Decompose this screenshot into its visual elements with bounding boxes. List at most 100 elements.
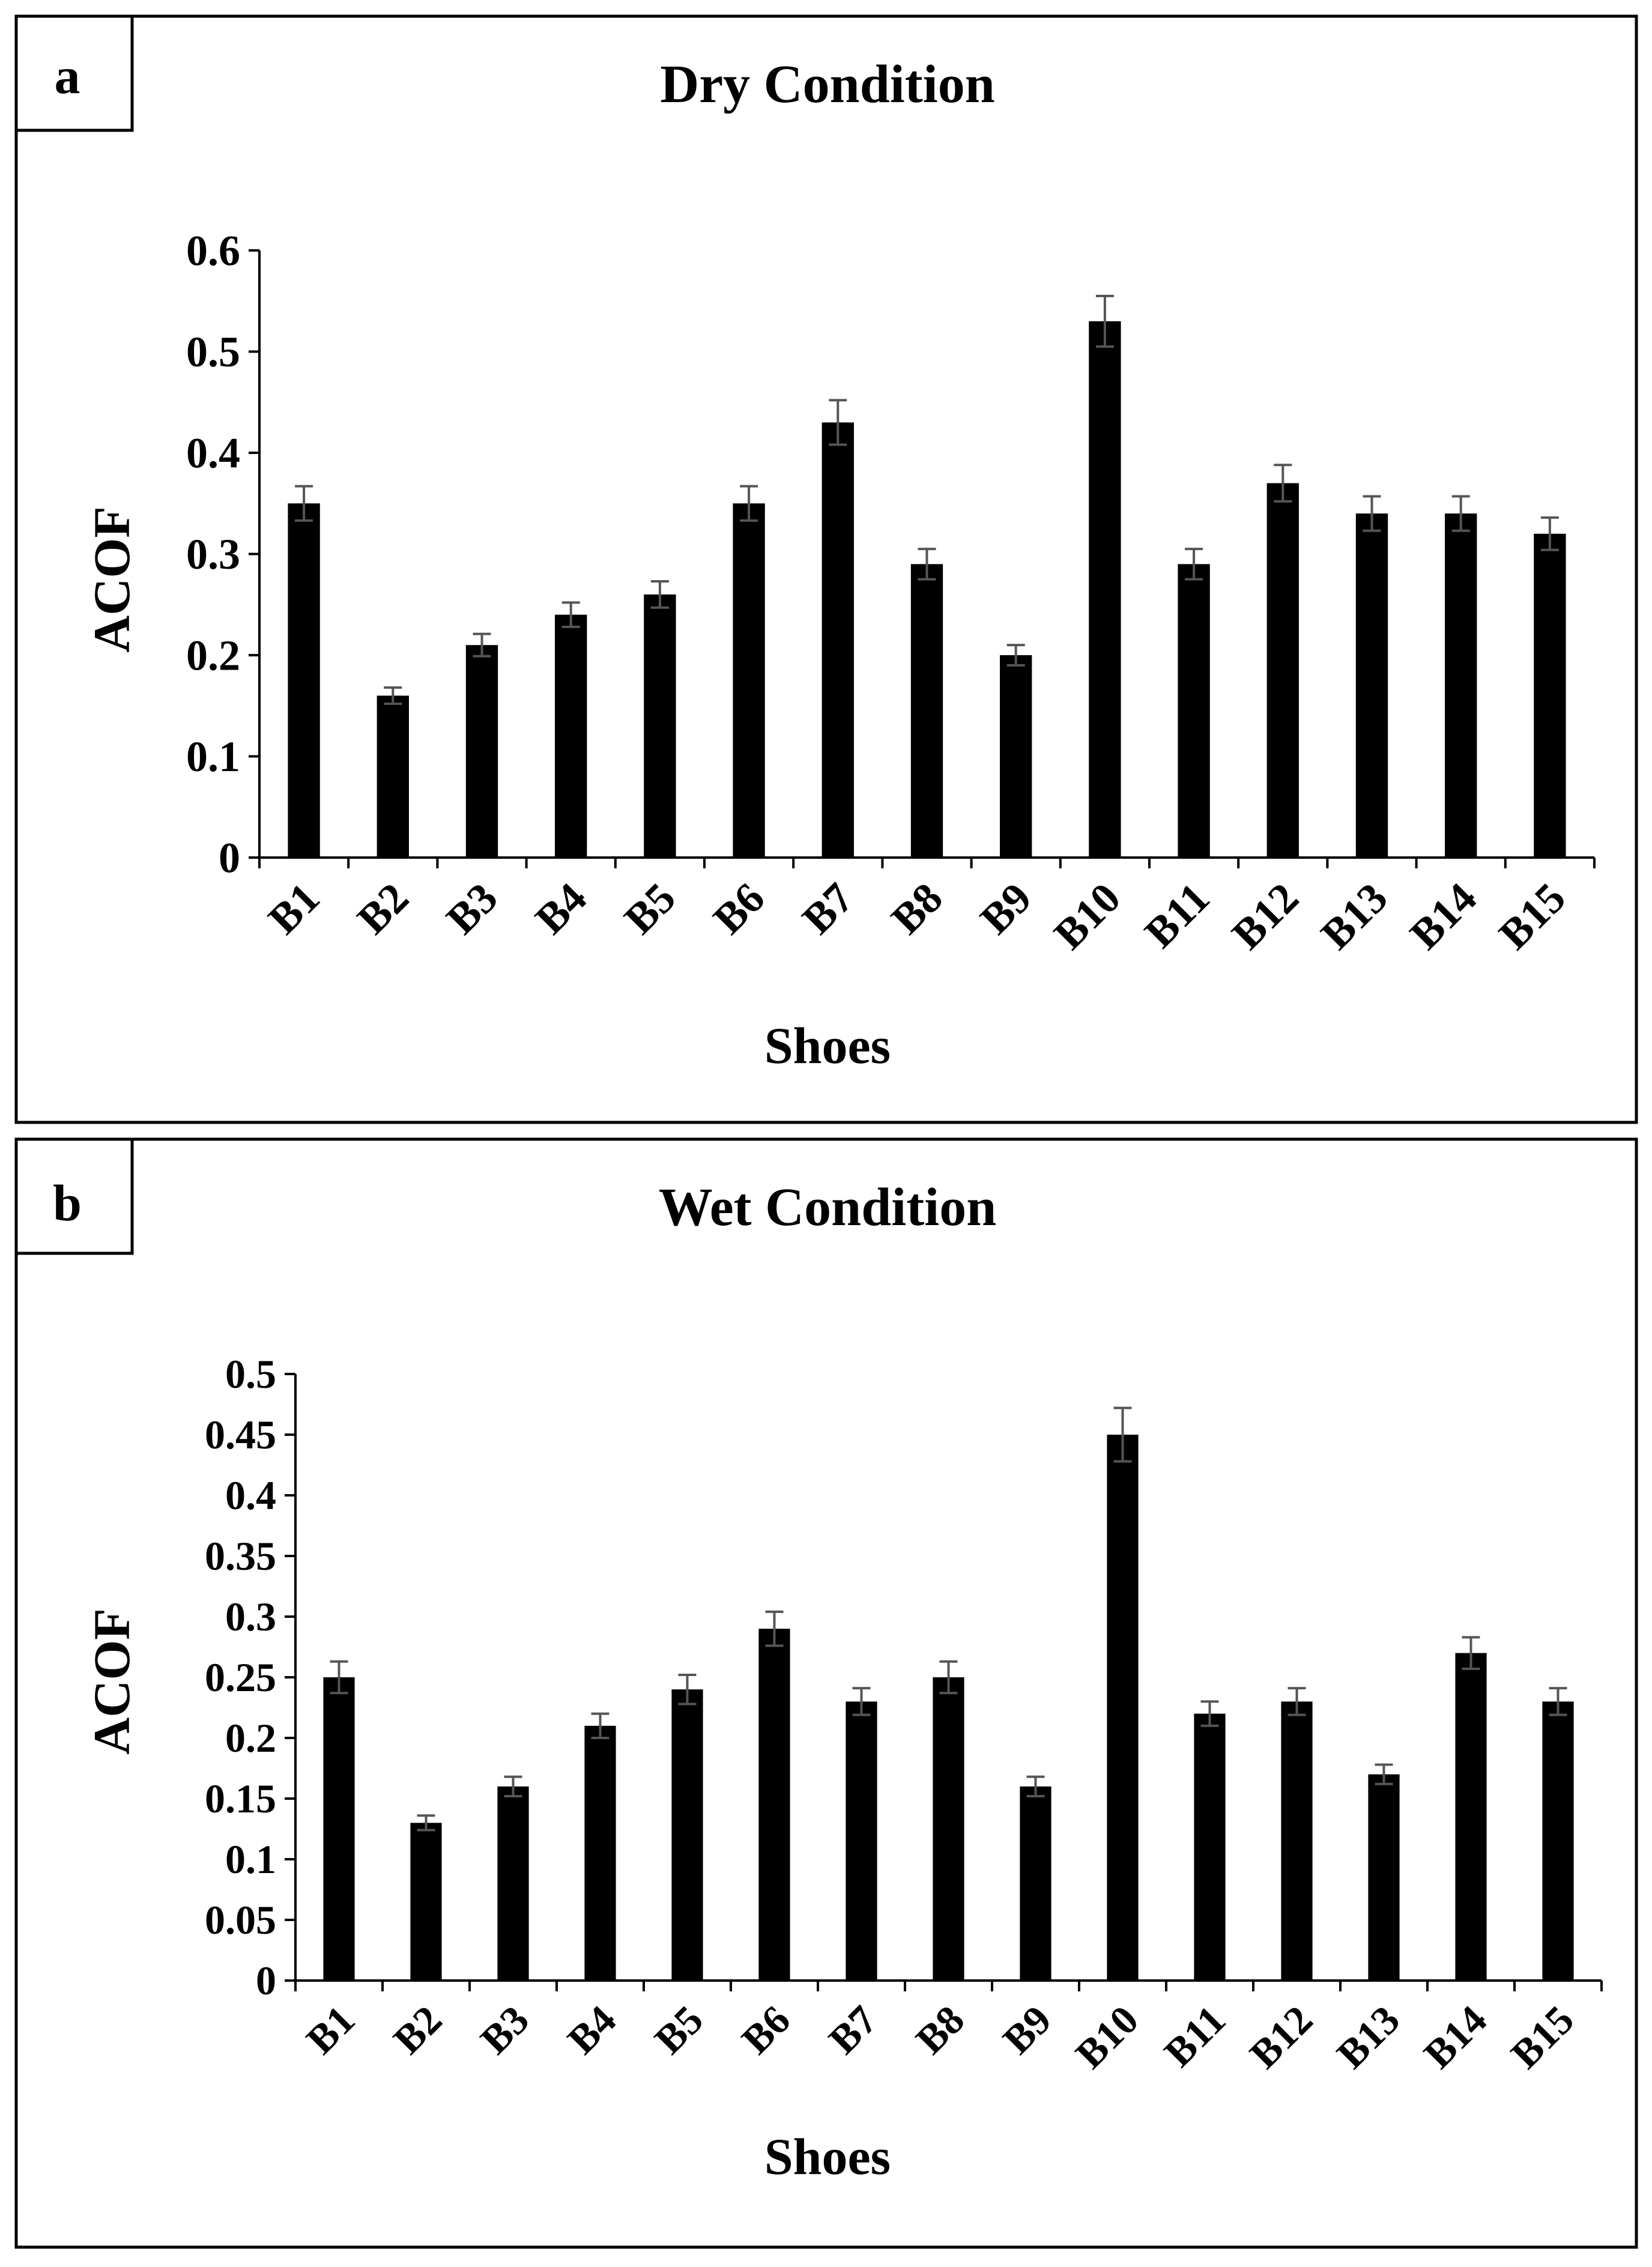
plot-area: 0 0.05 0.1 0.15 0.2 0.25 0.3 0.35 0.4 0.45 0.5 B1 B2…	[205, 1351, 1603, 2077]
bar-B9	[1020, 1786, 1051, 1981]
bar-B5	[671, 1689, 703, 1981]
bar-B1	[288, 503, 320, 858]
error-bar-B7	[852, 1687, 871, 1716]
bar-B1	[323, 1677, 355, 1981]
x-tick-label: B2	[384, 1997, 450, 2063]
bar-B6	[758, 1629, 790, 1981]
bar-B4	[584, 1725, 616, 1981]
y-tick-label: 0.2	[225, 1715, 276, 1761]
plot-area: 0 0.1 0.2 0.3 0.4 0.5 0.6 B1 B2 B3 B4 B5 B6 B7 B8 B9 B10…	[186, 226, 1596, 958]
bar-B14	[1455, 1653, 1487, 1981]
y-tick-label: 0.45	[205, 1412, 276, 1457]
error-bar-B10	[1095, 294, 1114, 348]
panel-label: b	[53, 1174, 82, 1232]
error-bar-B6	[765, 1610, 784, 1647]
chart-title: Wet Condition	[659, 1178, 997, 1237]
x-tick-label: B12	[1241, 1997, 1321, 2077]
panel-frame	[14, 14, 1638, 1124]
panel-label: a	[55, 47, 80, 104]
x-tick-label: B9	[994, 1997, 1060, 2063]
bar-B6	[733, 503, 765, 858]
y-tick-label: 0.1	[186, 733, 240, 781]
x-tick-label: B5	[615, 874, 685, 943]
x-tick-label: B5	[646, 1997, 712, 2063]
y-tick-label: 0.25	[205, 1654, 276, 1700]
y-tick-label: 0.15	[205, 1776, 276, 1821]
x-tick-label: B6	[704, 874, 773, 943]
bar-B9	[1000, 655, 1032, 858]
error-bar-B2	[384, 686, 402, 705]
bar-B13	[1368, 1774, 1400, 1981]
y-tick-label: 0.5	[225, 1351, 276, 1397]
error-bar-B14	[1451, 495, 1470, 532]
x-tick-label: B2	[348, 874, 418, 943]
x-tick-label: B15	[1502, 1997, 1582, 2077]
bar-B3	[465, 645, 498, 858]
chart-title: Dry Condition	[660, 55, 995, 114]
x-tick-label: B1	[259, 874, 328, 943]
error-bar-B9	[1006, 644, 1025, 667]
error-bar-B13	[1375, 1763, 1393, 1785]
panel-wet: b Wet Condition Shoes ACOF 00.050.10.150…	[14, 1137, 1638, 2249]
x-tick-label: B13	[1312, 874, 1396, 958]
bar-B14	[1445, 513, 1477, 858]
x-tick-label: B11	[1155, 1997, 1234, 2075]
y-tick-label: 0.3	[186, 530, 240, 578]
error-bar-B14	[1462, 1636, 1480, 1670]
error-bar-B15	[1549, 1687, 1567, 1716]
bar-B3	[497, 1786, 529, 1981]
x-tick-label: B14	[1415, 1997, 1495, 2077]
bar-B12	[1266, 483, 1299, 858]
y-tick-label: 0.35	[205, 1533, 276, 1579]
x-tick-label: B15	[1490, 874, 1575, 958]
y-tick-label: 0.05	[205, 1897, 276, 1943]
error-bar-B5	[678, 1673, 697, 1706]
error-bar-B7	[829, 399, 847, 446]
error-bar-B2	[417, 1814, 435, 1832]
error-bar-B1	[295, 485, 313, 522]
bar-B4	[555, 614, 587, 858]
x-axis-label: Shoes	[764, 2128, 891, 2185]
x-tick-label: B3	[437, 874, 507, 943]
error-bar-B10	[1113, 1406, 1132, 1463]
error-bar-B12	[1274, 464, 1292, 503]
error-bar-B8	[918, 548, 936, 581]
x-tick-label: B14	[1401, 874, 1486, 958]
bar-B15	[1542, 1701, 1574, 1981]
x-tick-label: B3	[471, 1997, 537, 2063]
bar-B11	[1194, 1713, 1226, 1981]
x-tick-label: B8	[907, 1997, 973, 2063]
x-tick-label: B11	[1136, 874, 1219, 957]
error-bar-B3	[473, 632, 491, 658]
x-tick-label: B8	[882, 874, 952, 943]
bar-B10	[1107, 1435, 1139, 1981]
x-tick-label: B10	[1067, 1997, 1147, 2077]
x-tick-label: B4	[526, 874, 596, 943]
error-bar-B12	[1287, 1687, 1306, 1716]
y-tick-label: 0.2	[186, 631, 240, 679]
bar-B8	[910, 564, 943, 858]
bar-B13	[1355, 513, 1388, 858]
panel-dry: a Dry Condition Shoes ACOF 0 0.1 0.2 0.3 0.4…	[14, 14, 1638, 1124]
error-bar-B6	[740, 485, 758, 522]
x-tick-label: B7	[820, 1997, 886, 2063]
error-bar-B4	[591, 1712, 610, 1739]
y-axis-label: ACOF	[83, 506, 141, 653]
y-tick-label: 0.4	[225, 1472, 276, 1518]
x-axis-label: Shoes	[764, 1017, 891, 1074]
error-bar-B3	[504, 1775, 522, 1797]
bar-B12	[1281, 1701, 1313, 1981]
panel-frame	[14, 1137, 1638, 2249]
y-tick-label: 0	[256, 1958, 276, 2003]
error-bar-B13	[1363, 495, 1381, 532]
error-bar-B11	[1185, 548, 1203, 581]
error-bar-B4	[561, 601, 580, 628]
y-tick-label: 0.6	[186, 226, 240, 274]
x-tick-label: B12	[1223, 874, 1307, 958]
x-tick-label: B13	[1328, 1997, 1408, 2077]
y-tick-label: 0	[219, 834, 240, 882]
x-tick-label: B6	[733, 1997, 799, 2063]
bar-B5	[644, 594, 676, 858]
bar-B15	[1534, 533, 1566, 858]
